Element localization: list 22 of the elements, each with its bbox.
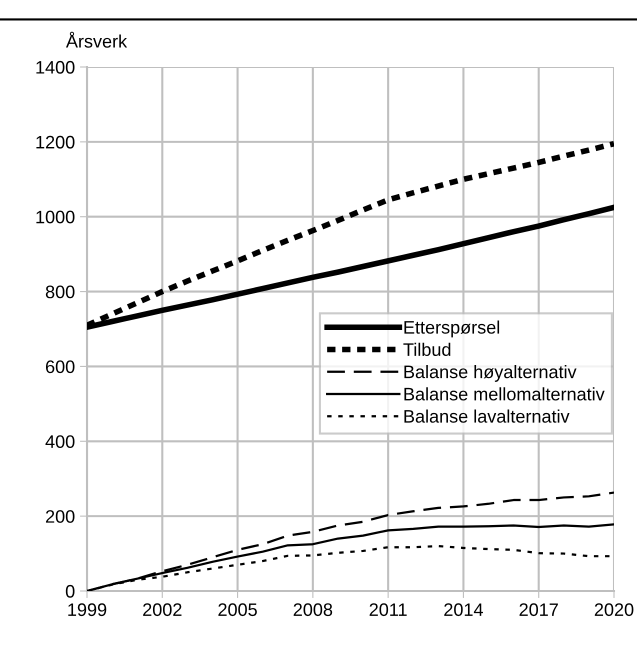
y-tick-label: 800 <box>46 286 74 298</box>
legend-label: Balanse mellomalternativ <box>404 387 605 401</box>
x-tick-label: 2008 <box>294 603 332 616</box>
x-tick-label: 2020 <box>594 603 634 616</box>
legend-label: Etterspørsel <box>404 320 500 338</box>
x-tick-label: 2002 <box>143 603 182 616</box>
x-tick-label: 2005 <box>218 603 257 616</box>
y-axis-title: Årsverk <box>66 32 128 48</box>
x-tick-label: 1999 <box>68 603 106 616</box>
y-tick-label: 1200 <box>36 136 74 149</box>
y-tick-label: 600 <box>46 360 74 374</box>
y-tick-label: 1400 <box>36 60 74 74</box>
x-tick-label: 2017 <box>520 603 558 616</box>
x-tick-label: 2014 <box>444 603 483 616</box>
legend-label: Balanse lavalternativ <box>404 409 570 423</box>
legend-label: Tilbud <box>403 342 450 356</box>
x-tick-label: 2011 <box>370 603 407 616</box>
y-tick-label: 0 <box>66 584 74 598</box>
y-tick-label: 1000 <box>36 210 74 224</box>
y-tick-label: 400 <box>45 435 74 448</box>
legend-label: Balanse høyalternativ <box>404 365 577 382</box>
y-tick-label: 200 <box>46 510 74 523</box>
